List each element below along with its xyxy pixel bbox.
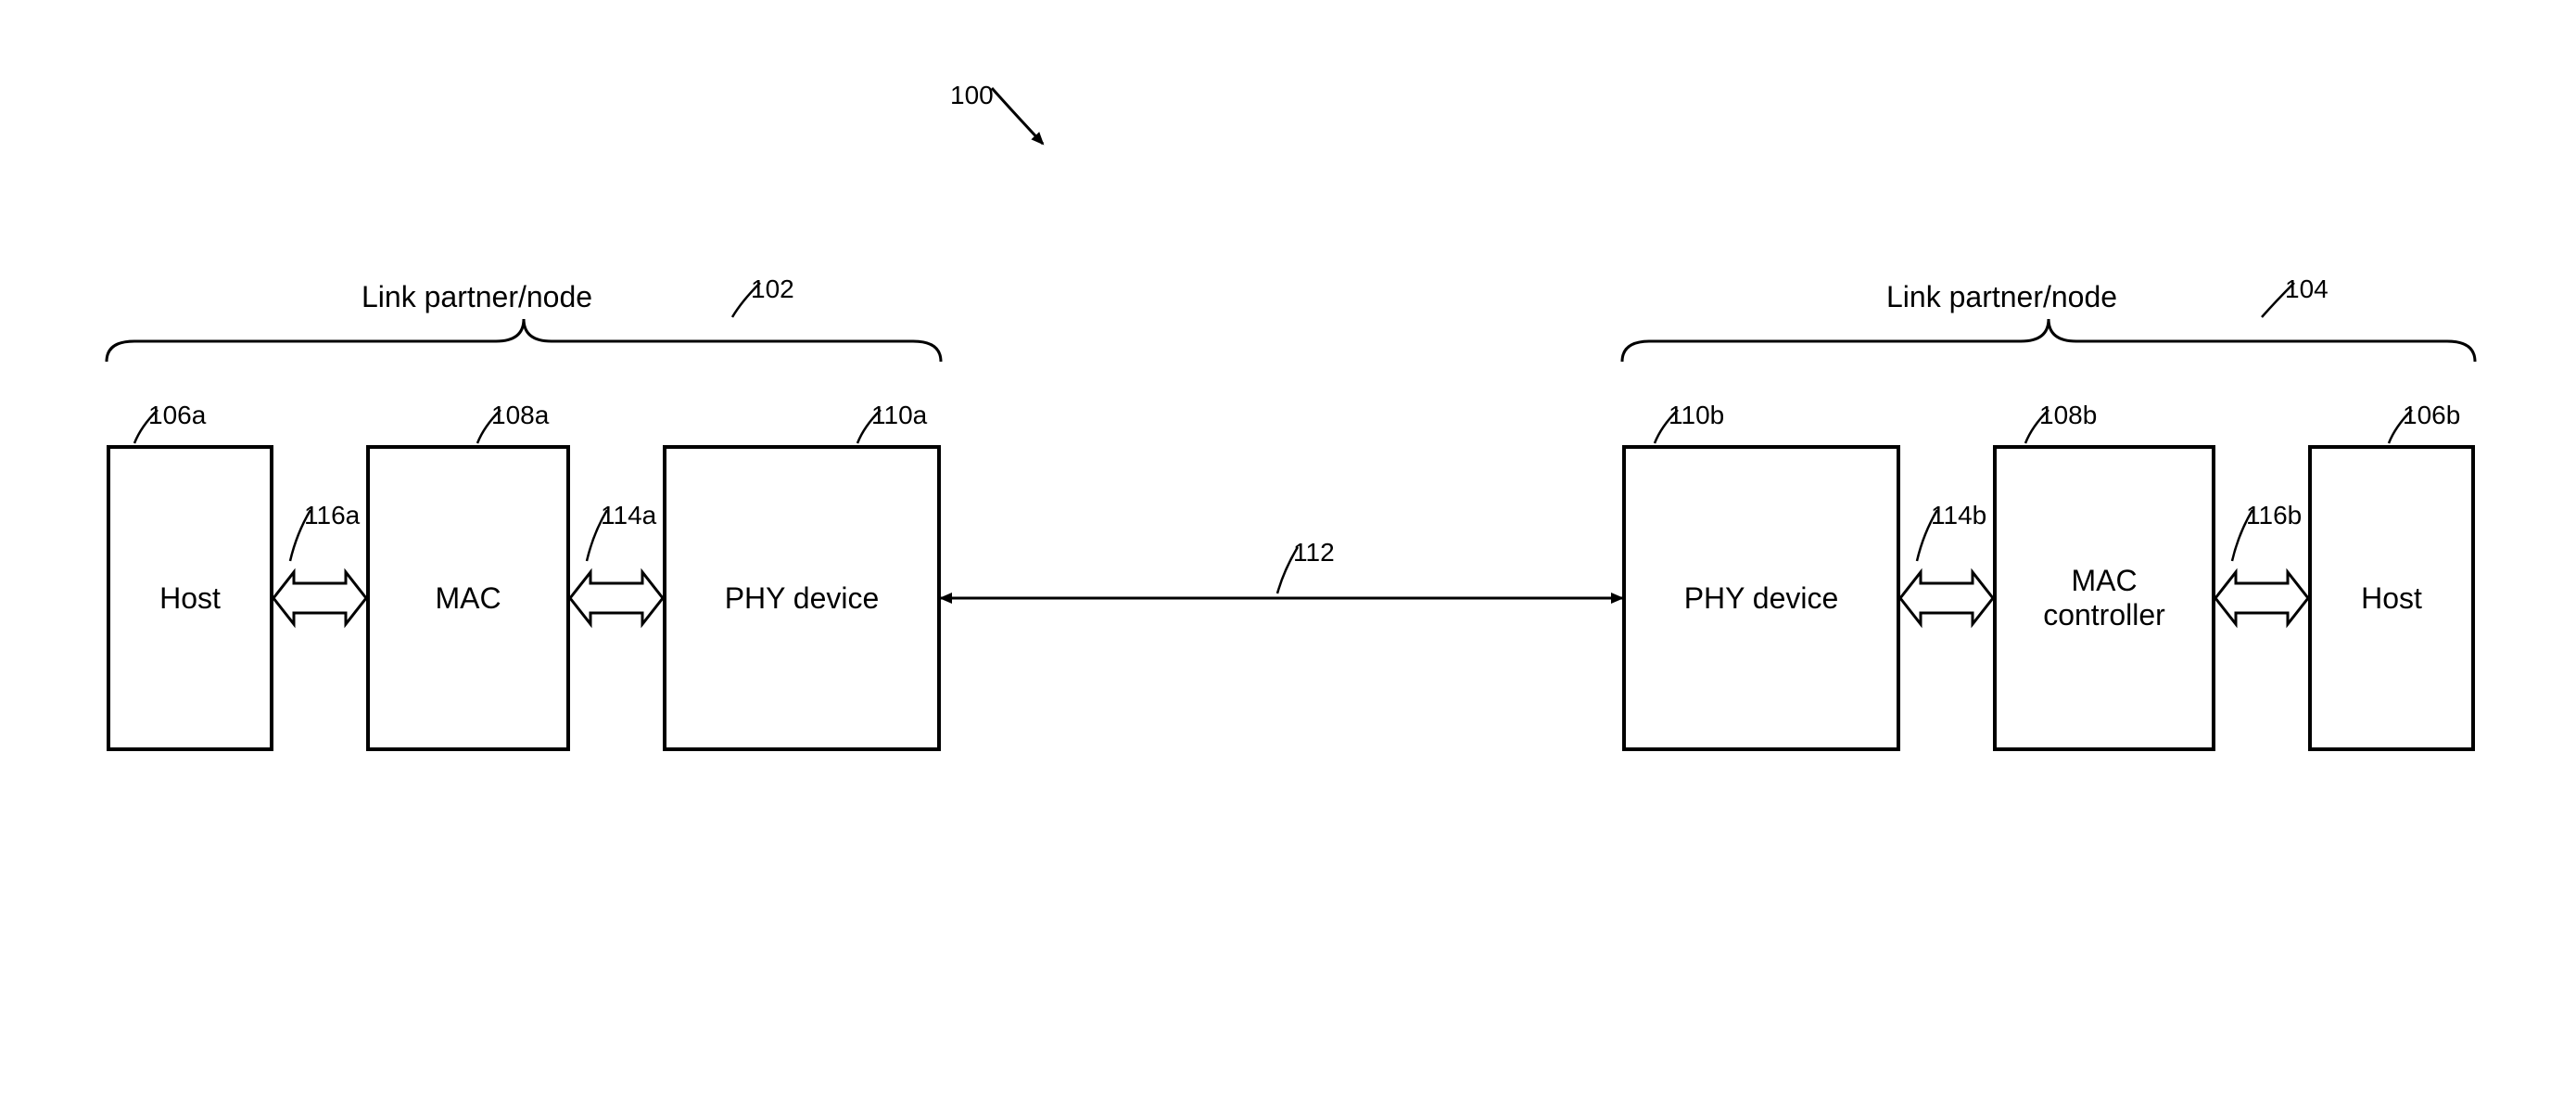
box-ref-phy-b: 110b bbox=[1669, 401, 1724, 430]
box-ref-mac-a: 108a bbox=[491, 401, 549, 430]
box-ref-host-b: 106b bbox=[2403, 401, 2460, 430]
group-title-1: Link partner/node bbox=[1886, 280, 2117, 314]
box-ref-host-a: 106a bbox=[148, 401, 206, 430]
group-ref-0: 102 bbox=[751, 274, 794, 304]
arrow-ref-arrow-114b: 114b bbox=[1931, 501, 1986, 530]
group-ref-1: 104 bbox=[2285, 274, 2329, 304]
arrow-ref-arrow-116b: 116b bbox=[2246, 501, 2302, 530]
diagram-canvas: 100 Link partner/node 102 Link partner/node… bbox=[0, 0, 2576, 1097]
box-mac-b: MAC controller bbox=[1993, 445, 2215, 751]
link-ref: 112 bbox=[1293, 538, 1335, 568]
box-phy-b: PHY device bbox=[1622, 445, 1900, 751]
box-mac-a: MAC bbox=[366, 445, 570, 751]
box-ref-mac-b: 108b bbox=[2039, 401, 2097, 430]
arrow-ref-arrow-116a: 116a bbox=[304, 501, 360, 530]
arrow-ref-arrow-114a: 114a bbox=[601, 501, 656, 530]
box-ref-phy-a: 110a bbox=[871, 401, 927, 430]
group-title-0: Link partner/node bbox=[362, 280, 592, 314]
figure-ref-label: 100 bbox=[950, 81, 994, 110]
box-host-a: Host bbox=[107, 445, 273, 751]
box-phy-a: PHY device bbox=[663, 445, 941, 751]
box-host-b: Host bbox=[2308, 445, 2475, 751]
